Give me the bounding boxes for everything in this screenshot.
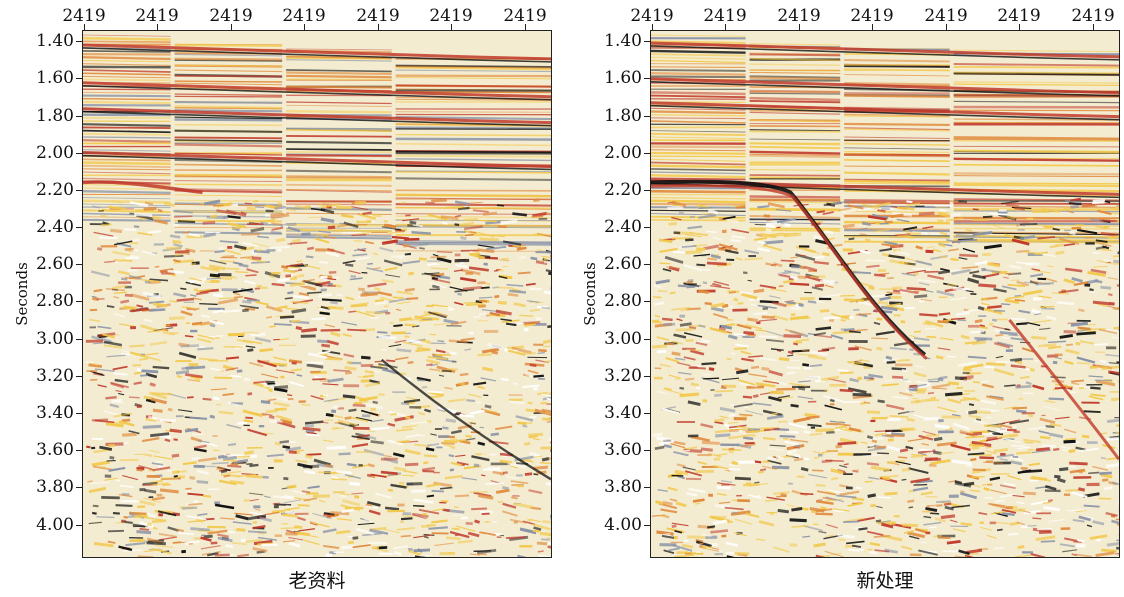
panel-caption: 老资料 — [288, 570, 346, 592]
time-label: 3.00 — [604, 328, 642, 349]
time-tick — [644, 189, 650, 191]
trace-label: 2419 — [62, 6, 106, 26]
time-tick — [644, 375, 650, 377]
time-tick — [644, 78, 650, 80]
time-label: 3.00 — [36, 328, 74, 349]
time-tick — [76, 375, 82, 377]
time-tick — [76, 227, 82, 229]
trace-label: 2419 — [503, 6, 547, 26]
time-label: 2.40 — [604, 217, 642, 238]
time-tick — [76, 524, 82, 526]
trace-label: 2419 — [135, 6, 179, 26]
trace-label: 2419 — [282, 6, 326, 26]
time-tick — [644, 227, 650, 229]
time-label: 2.60 — [604, 254, 642, 275]
time-tick — [644, 412, 650, 414]
seismic-panel-old: 2419 2419 2419 2419 2419 2419 2419 1.40 1.60 1.8… — [0, 0, 552, 592]
time-tick — [76, 264, 82, 266]
seismic-section-image — [83, 31, 551, 557]
trace-tick — [652, 24, 653, 31]
time-tick — [644, 338, 650, 340]
time-tick — [644, 152, 650, 154]
time-tick — [644, 264, 650, 266]
time-tick — [644, 487, 650, 489]
seismic-section-image — [651, 31, 1119, 557]
time-tick — [76, 152, 82, 154]
time-tick — [644, 524, 650, 526]
trace-tick — [872, 24, 873, 31]
time-label: 3.80 — [36, 477, 74, 498]
time-label: 3.20 — [36, 365, 74, 386]
time-label: 3.40 — [36, 402, 74, 423]
time-label: 2.20 — [604, 179, 642, 200]
trace-tick — [157, 24, 158, 31]
time-label: 4.00 — [36, 514, 74, 535]
time-label: 2.20 — [36, 179, 74, 200]
trace-label: 2419 — [209, 6, 253, 26]
trace-tick — [304, 24, 305, 31]
time-label: 1.60 — [36, 68, 74, 89]
seismic-section-plot — [82, 30, 552, 558]
y-axis-label: Seconds — [13, 262, 31, 326]
trace-label: 2419 — [1071, 6, 1115, 26]
time-label: 1.80 — [604, 105, 642, 126]
time-tick — [76, 338, 82, 340]
time-tick — [644, 450, 650, 452]
time-label: 2.80 — [36, 291, 74, 312]
time-tick — [644, 41, 650, 43]
trace-tick — [84, 24, 85, 31]
time-label: 3.80 — [604, 477, 642, 498]
trace-label: 2419 — [924, 6, 968, 26]
trace-tick — [1019, 24, 1020, 31]
trace-label: 2419 — [777, 6, 821, 26]
trace-label: 2419 — [703, 6, 747, 26]
time-label: 3.20 — [604, 365, 642, 386]
time-tick — [76, 450, 82, 452]
time-label: 2.60 — [36, 254, 74, 275]
time-axis-left: 1.40 1.60 1.80 2.00 2.20 2.40 2.60 2.80 3.00 3.20… — [0, 30, 82, 558]
time-tick — [644, 301, 650, 303]
time-label: 1.60 — [604, 68, 642, 89]
trace-tick — [799, 24, 800, 31]
time-label: 1.80 — [36, 105, 74, 126]
time-tick — [644, 115, 650, 117]
trace-label: 2419 — [356, 6, 400, 26]
panel-caption: 新处理 — [856, 570, 914, 592]
trace-label: 2419 — [429, 6, 473, 26]
trace-tick — [946, 24, 947, 31]
trace-axis-top: 2419 2419 2419 2419 2419 2419 2419 — [630, 0, 1120, 31]
time-tick — [76, 189, 82, 191]
time-tick — [76, 115, 82, 117]
trace-label: 2419 — [997, 6, 1041, 26]
y-axis-label: Seconds — [581, 262, 599, 326]
time-tick — [76, 301, 82, 303]
trace-tick — [525, 24, 526, 31]
time-label: 3.60 — [604, 440, 642, 461]
trace-label: 2419 — [630, 6, 674, 26]
time-label: 2.00 — [604, 142, 642, 163]
trace-tick — [231, 24, 232, 31]
time-tick — [76, 412, 82, 414]
trace-tick — [451, 24, 452, 31]
time-label: 3.40 — [604, 402, 642, 423]
seismic-panel-new: 2419 2419 2419 2419 2419 2419 2419 1.40 1.60 1.8… — [568, 0, 1124, 597]
time-label: 2.00 — [36, 142, 74, 163]
time-label: 2.40 — [36, 217, 74, 238]
time-label: 3.60 — [36, 440, 74, 461]
time-label: 2.80 — [604, 291, 642, 312]
seismic-section-plot — [650, 30, 1120, 558]
time-tick — [76, 41, 82, 43]
time-tick — [76, 487, 82, 489]
trace-axis-top: 2419 2419 2419 2419 2419 2419 2419 — [62, 0, 552, 31]
time-label: 1.40 — [36, 31, 74, 52]
time-axis-left: 1.40 1.60 1.80 2.00 2.20 2.40 2.60 2.80 3.00 3.20… — [568, 30, 650, 558]
trace-tick — [1093, 24, 1094, 31]
time-label: 1.40 — [604, 31, 642, 52]
trace-label: 2419 — [850, 6, 894, 26]
time-label: 4.00 — [604, 514, 642, 535]
trace-tick — [378, 24, 379, 31]
time-tick — [76, 78, 82, 80]
trace-tick — [725, 24, 726, 31]
